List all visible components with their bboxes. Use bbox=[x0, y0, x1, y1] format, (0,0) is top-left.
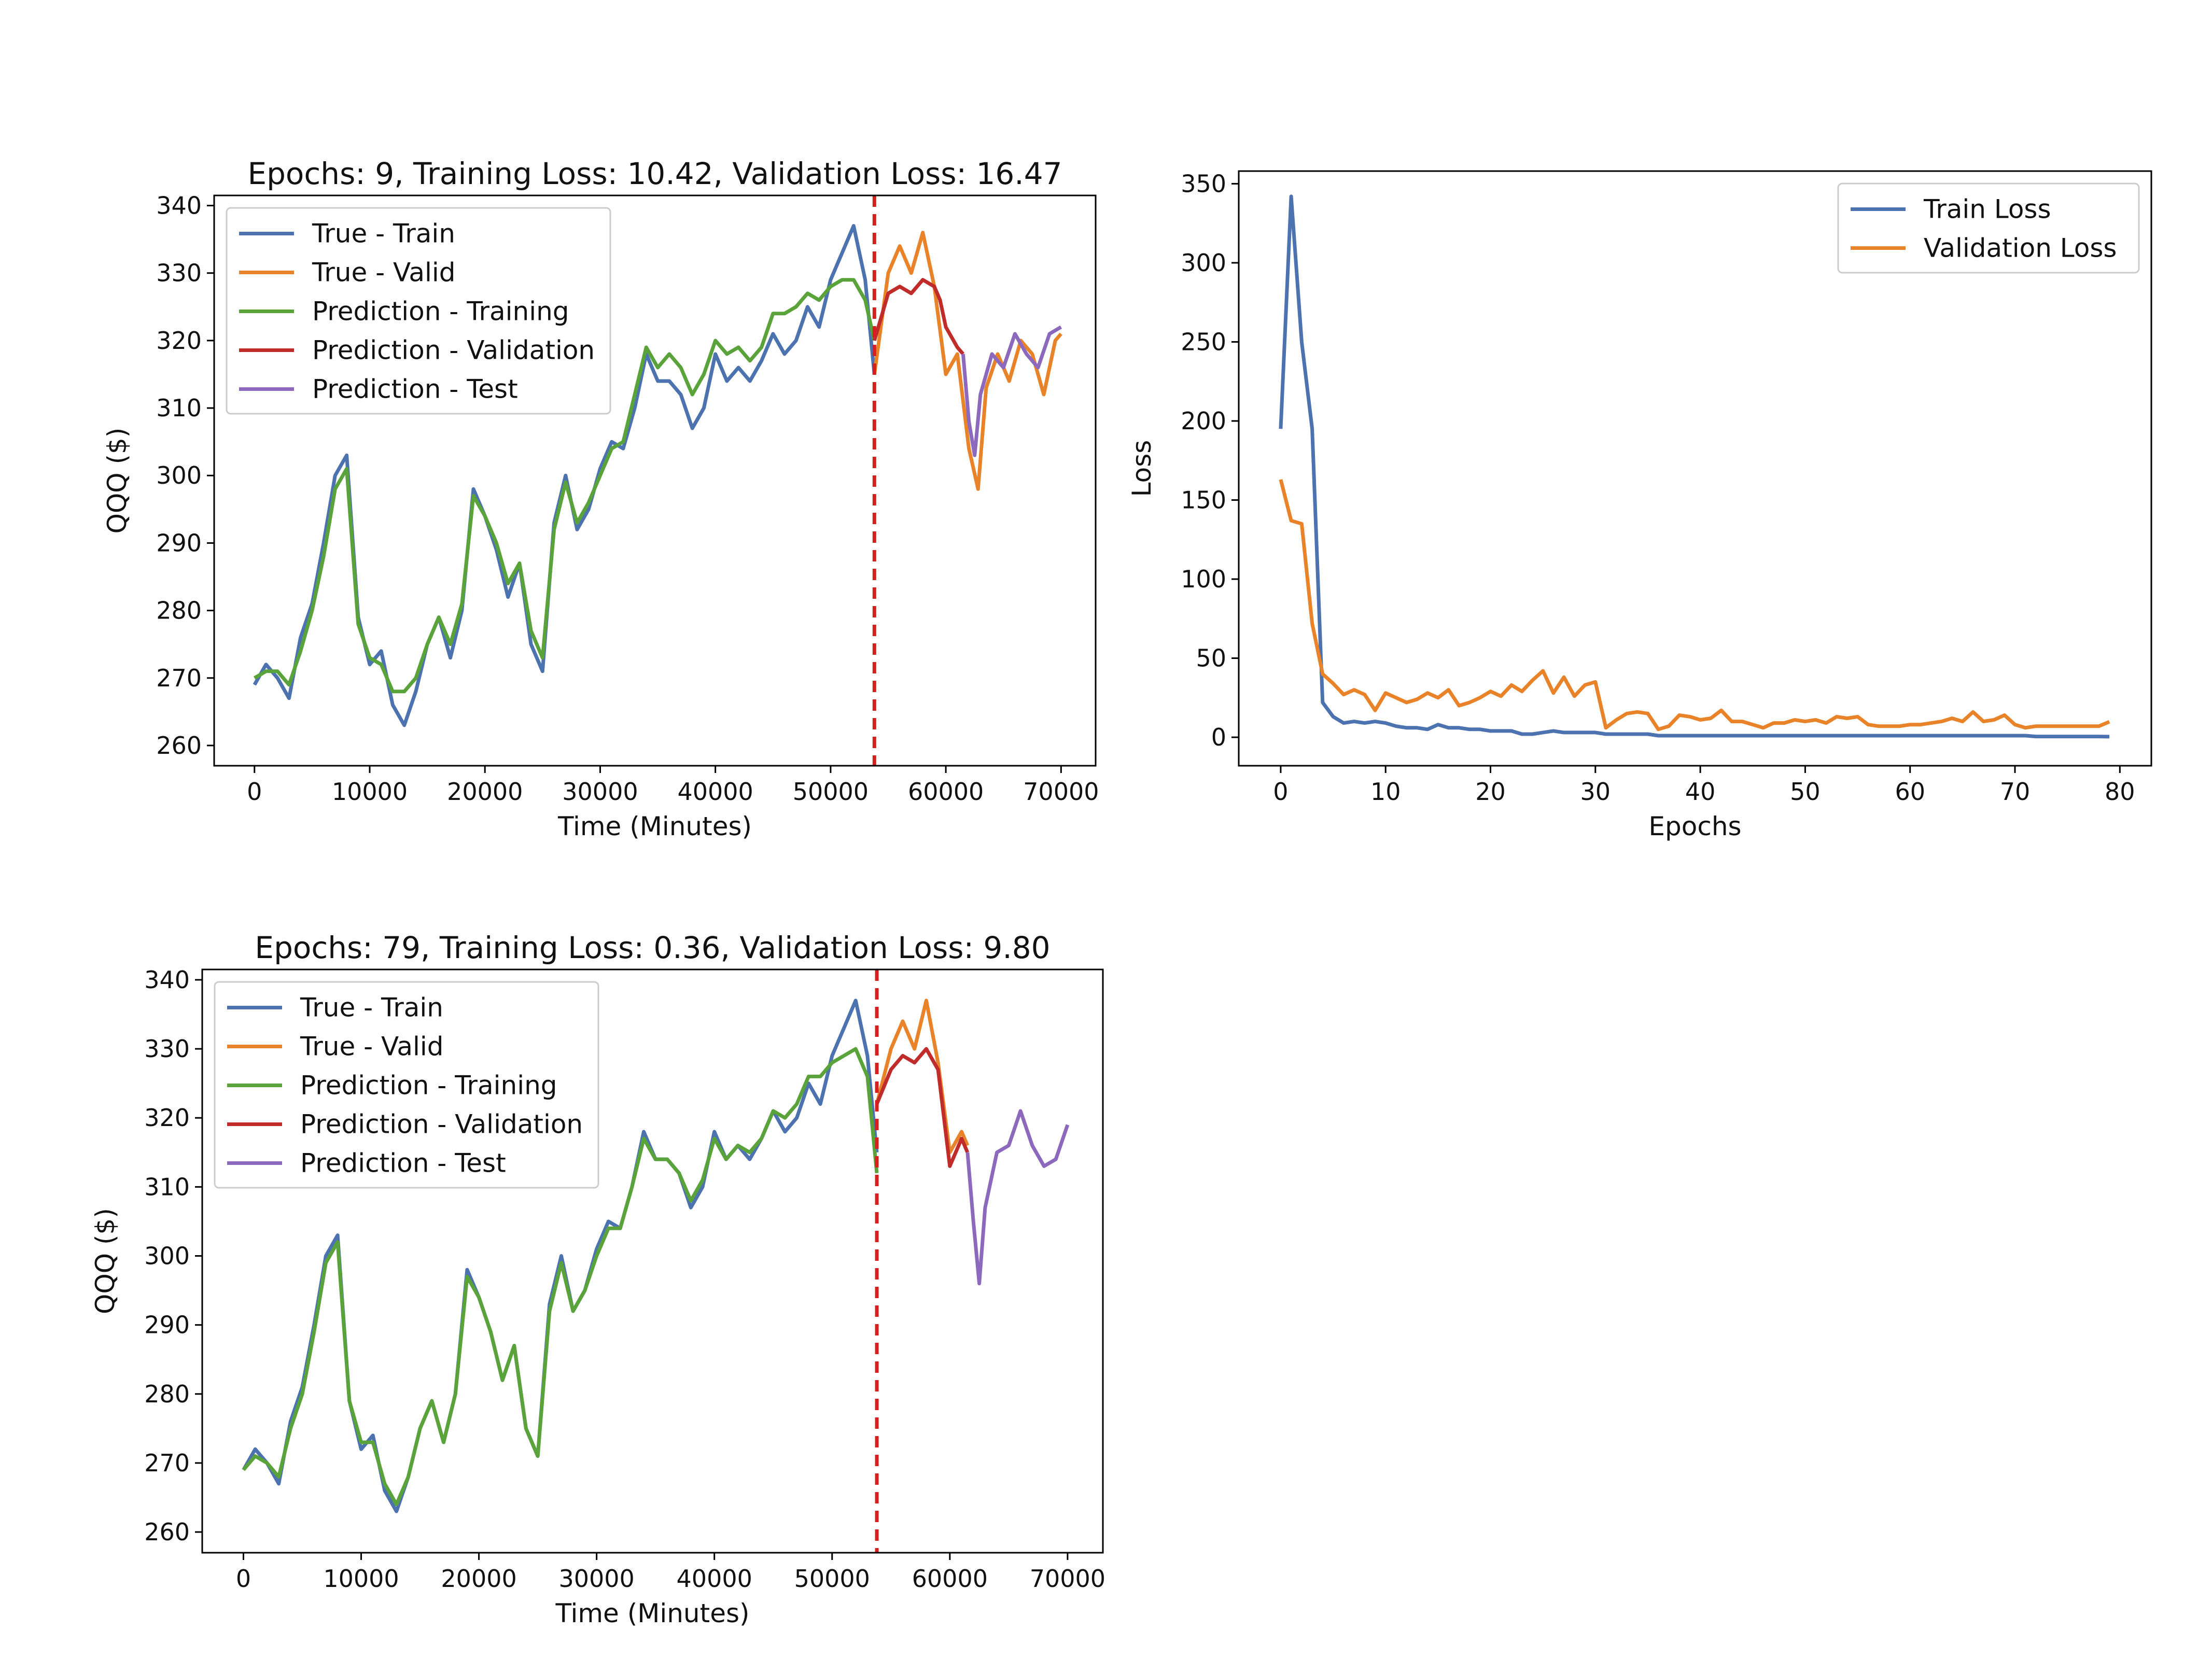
y-tick-label: 310 bbox=[156, 394, 202, 422]
x-tick-label: 30000 bbox=[562, 778, 638, 806]
y-tick-label: 280 bbox=[144, 1380, 190, 1408]
legend-label: True - Train bbox=[300, 993, 443, 1023]
legend: True - Train True - Valid Prediction - Tra… bbox=[226, 207, 611, 415]
x-tick-label: 0 bbox=[1273, 778, 1288, 806]
legend-label: True - Train bbox=[312, 219, 455, 249]
x-tick-label: 70000 bbox=[1023, 778, 1099, 806]
y-tick-label: 300 bbox=[144, 1242, 190, 1270]
x-axis-label: Time (Minutes) bbox=[557, 811, 752, 841]
legend: Train Loss Validation Loss bbox=[1837, 182, 2140, 274]
x-tick-label: 70000 bbox=[1030, 1565, 1105, 1593]
x-tick-label: 50 bbox=[1790, 778, 1821, 806]
legend-box bbox=[214, 981, 599, 1189]
series-line-prediction-training bbox=[242, 1047, 879, 1507]
series-line-validation-loss bbox=[1279, 479, 2110, 732]
x-axis-label: Epochs bbox=[1648, 811, 1741, 841]
x-tick-label: 30 bbox=[1580, 778, 1611, 806]
legend-label: Prediction - Test bbox=[300, 1148, 506, 1178]
y-tick-label: 300 bbox=[156, 461, 202, 489]
y-tick-label: 340 bbox=[156, 192, 202, 220]
series-line-prediction-training bbox=[254, 278, 876, 694]
legend-label: Validation Loss bbox=[1924, 233, 2117, 263]
legend-label: True - Valid bbox=[300, 1032, 444, 1062]
x-tick-label: 20000 bbox=[447, 778, 523, 806]
legend-label: Prediction - Test bbox=[312, 374, 518, 404]
x-tick-label: 0 bbox=[236, 1565, 251, 1593]
legend-label: Prediction - Training bbox=[300, 1071, 557, 1101]
x-tick-label: 50000 bbox=[793, 778, 869, 806]
y-tick-label: 260 bbox=[144, 1518, 190, 1546]
x-tick-label: 50000 bbox=[794, 1565, 870, 1593]
y-tick-label: 200 bbox=[1181, 407, 1226, 435]
y-tick-label: 0 bbox=[1211, 723, 1226, 751]
y-tick-label: 250 bbox=[1181, 328, 1226, 356]
legend-label: Train Loss bbox=[1923, 194, 2051, 224]
x-tick-label: 30000 bbox=[558, 1565, 634, 1593]
plot-frame bbox=[1238, 170, 2152, 767]
y-tick-label: 330 bbox=[156, 259, 202, 287]
series-line-train-loss bbox=[1279, 194, 2110, 739]
x-tick-label: 40000 bbox=[677, 1565, 752, 1593]
legend-label: Prediction - Validation bbox=[312, 335, 595, 365]
series-line-prediction-test bbox=[965, 1109, 1070, 1286]
y-tick-label: 50 bbox=[1196, 644, 1226, 672]
x-tick-label: 10 bbox=[1370, 778, 1401, 806]
plot-frame bbox=[213, 194, 1097, 767]
x-tick-label: 60000 bbox=[908, 778, 984, 806]
y-tick-label: 290 bbox=[156, 529, 202, 557]
x-tick-label: 20000 bbox=[441, 1565, 516, 1593]
legend-box bbox=[226, 207, 611, 415]
y-tick-label: 290 bbox=[144, 1311, 190, 1339]
series-line-prediction-validation bbox=[872, 278, 965, 356]
series-group bbox=[1279, 194, 2110, 739]
legend: True - Train True - Valid Prediction - Tra… bbox=[214, 981, 599, 1189]
legend-box bbox=[1837, 182, 2140, 274]
y-axis-label: QQQ ($) bbox=[102, 428, 132, 534]
y-tick-label: 320 bbox=[156, 327, 202, 355]
y-tick-label: 300 bbox=[1181, 249, 1226, 277]
series-line-prediction-test bbox=[961, 325, 1062, 457]
x-tick-label: 10000 bbox=[323, 1565, 399, 1593]
y-tick-label: 270 bbox=[156, 664, 202, 692]
series-group bbox=[242, 999, 1070, 1513]
y-tick-label: 330 bbox=[144, 1035, 190, 1063]
x-tick-label: 20 bbox=[1475, 778, 1506, 806]
chart-2: 0 10 20 30 40 50 60 70 80 0 50 100 150 200 250 300 350 Ep… bbox=[1127, 170, 2152, 841]
legend-label: Prediction - Validation bbox=[300, 1109, 583, 1140]
chart-3: 0 10000 20000 30000 40000 50000 60000 70000 260 2… bbox=[90, 930, 1105, 1628]
x-tick-label: 60 bbox=[1895, 778, 1925, 806]
y-tick-label: 340 bbox=[144, 966, 190, 994]
series-line-true-valid bbox=[875, 999, 970, 1155]
x-tick-label: 10000 bbox=[332, 778, 408, 806]
x-tick-label: 70 bbox=[2000, 778, 2031, 806]
x-tick-label: 40 bbox=[1685, 778, 1716, 806]
x-tick-label: 60000 bbox=[912, 1565, 988, 1593]
series-line-prediction-validation bbox=[875, 1047, 970, 1168]
y-tick-label: 350 bbox=[1181, 170, 1226, 198]
legend-label: True - Valid bbox=[312, 258, 456, 288]
legend-label: Prediction - Training bbox=[312, 297, 569, 327]
y-axis-label: Loss bbox=[1127, 440, 1157, 497]
chart-title: Epochs: 79, Training Loss: 0.36, Validat… bbox=[255, 930, 1050, 965]
x-tick-label: 40000 bbox=[677, 778, 753, 806]
plot-frame bbox=[201, 968, 1104, 1554]
y-tick-label: 100 bbox=[1181, 565, 1226, 593]
chart-title: Epochs: 9, Training Loss: 10.42, Validat… bbox=[247, 156, 1062, 191]
x-tick-label: 80 bbox=[2105, 778, 2135, 806]
series-group bbox=[253, 224, 1062, 727]
y-tick-label: 270 bbox=[144, 1449, 190, 1477]
chart-1: 0 10000 20000 30000 40000 50000 60000 70000 260 2… bbox=[102, 156, 1099, 841]
y-tick-label: 260 bbox=[156, 732, 202, 760]
y-axis-label: QQQ ($) bbox=[90, 1208, 120, 1314]
x-tick-label: 0 bbox=[247, 778, 262, 806]
y-tick-label: 320 bbox=[144, 1104, 190, 1132]
y-tick-label: 150 bbox=[1181, 486, 1226, 514]
y-tick-label: 310 bbox=[144, 1173, 190, 1201]
y-tick-label: 280 bbox=[156, 597, 202, 625]
x-axis-label: Time (Minutes) bbox=[555, 1598, 749, 1628]
